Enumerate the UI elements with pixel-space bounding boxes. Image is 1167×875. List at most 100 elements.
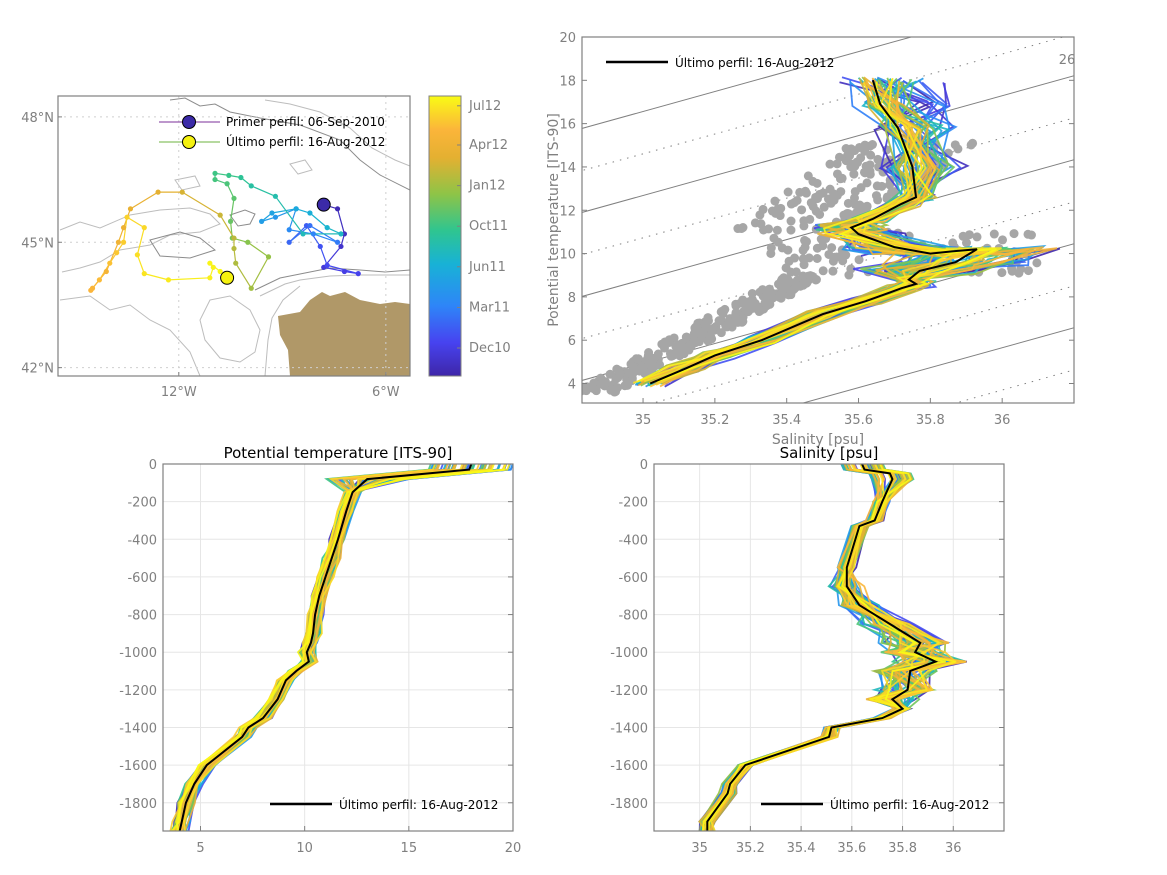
climatology-point — [738, 295, 748, 305]
ts-legend-label: Último perfil: 16-Aug-2012 — [675, 55, 834, 70]
track-point — [127, 206, 134, 212]
track-point — [286, 239, 292, 245]
climatology-point — [786, 225, 796, 235]
track-point — [141, 225, 147, 231]
track-point — [300, 231, 306, 237]
track-segment — [136, 227, 145, 255]
ts-content — [582, 37, 1074, 403]
track-point — [107, 260, 113, 266]
climatology-point — [600, 377, 610, 387]
x-tick-label: 36 — [945, 841, 962, 856]
y-tick-label: 14 — [559, 161, 576, 176]
track-point — [307, 222, 313, 229]
track-point — [207, 275, 213, 281]
climatology-point — [849, 193, 859, 203]
track-segment — [226, 183, 235, 199]
climatology-point — [850, 199, 860, 209]
climatology-point — [854, 255, 864, 265]
track-point — [259, 218, 265, 224]
ts-frame — [581, 36, 1075, 404]
isopycnal-line — [582, 37, 1065, 172]
climatology-point — [764, 224, 774, 234]
track-point — [265, 254, 272, 260]
y-tick-label: 48°N — [21, 111, 54, 126]
y-tick-label: 16 — [559, 118, 576, 133]
climatology-point — [841, 250, 851, 260]
climatology-point — [721, 321, 731, 331]
y-tick-label: 42°N — [21, 362, 54, 377]
climatology-point — [768, 293, 778, 303]
climatology-point — [786, 290, 796, 300]
track-point — [324, 225, 330, 231]
climatology-point — [825, 159, 835, 169]
colorbar-tick-label: Apr12 — [469, 138, 508, 153]
climatology-point — [772, 225, 782, 235]
climatology-point — [803, 171, 813, 181]
climatology-point — [627, 376, 637, 386]
climatology-point — [800, 235, 810, 245]
climatology-point — [877, 181, 887, 191]
climatology-point — [676, 341, 686, 351]
bathymetry-contour — [264, 285, 301, 376]
climatology-point — [582, 386, 591, 396]
bathymetry-contour — [199, 295, 261, 363]
track-point — [248, 183, 254, 189]
x-tick-label: 36 — [994, 413, 1011, 428]
y-tick-label: -1800 — [119, 797, 157, 812]
climatology-point — [615, 368, 625, 378]
climatology-point — [849, 169, 859, 179]
climatology-point — [828, 266, 838, 276]
track-segment — [126, 216, 145, 229]
last-profile-line — [706, 464, 939, 831]
climatology-point — [668, 351, 678, 361]
climatology-point — [620, 381, 630, 391]
legend-marker — [182, 135, 196, 149]
y-tick-label: 10 — [559, 248, 576, 263]
ts-profile-line — [656, 81, 997, 383]
bathymetry-contour — [264, 99, 410, 167]
climatology-point — [861, 161, 871, 171]
track-point — [233, 260, 239, 266]
track-point — [231, 195, 237, 201]
profile-line — [183, 464, 464, 831]
x-tick-label: 35.4 — [787, 841, 816, 856]
profile-line — [176, 464, 507, 831]
map-panel: 12°W 6°W 42°N 45°N 48°N Primer perfil: 06-Sep… — [21, 95, 411, 400]
climatology-point — [801, 278, 811, 288]
track-point — [212, 170, 218, 176]
climatology-point — [747, 289, 757, 299]
climatology-point — [770, 196, 780, 206]
climatology-point — [756, 219, 766, 229]
track-segment — [144, 273, 169, 281]
climatology-point — [703, 316, 713, 326]
track-point — [217, 212, 223, 218]
track-point — [238, 174, 244, 181]
y-tick-label: 8 — [568, 291, 576, 306]
track-segment — [181, 191, 221, 216]
track-point — [179, 189, 185, 195]
climatology-point — [799, 260, 809, 270]
climatology-point — [953, 144, 963, 154]
climatology-point — [998, 235, 1008, 245]
climatology-point — [827, 243, 837, 253]
track-segment — [275, 208, 297, 218]
climatology-point — [832, 159, 842, 169]
track-point — [134, 252, 140, 258]
x-tick-label: 35 — [635, 413, 652, 428]
map-frame — [57, 95, 411, 377]
climatology-point — [841, 144, 851, 154]
track-segment — [327, 264, 359, 275]
y-tick-label: 20 — [559, 31, 576, 46]
track-point — [88, 287, 94, 293]
x-tick-label: 12°W — [161, 385, 197, 400]
track-point — [293, 206, 299, 212]
climatology-point — [707, 334, 717, 344]
track-segment — [235, 262, 252, 289]
climatology-point — [825, 184, 835, 194]
track-point — [120, 225, 127, 231]
track-point — [212, 176, 218, 183]
climatology-point — [789, 198, 799, 208]
profile-lines — [169, 464, 513, 831]
y-tick-label: 4 — [568, 378, 576, 393]
